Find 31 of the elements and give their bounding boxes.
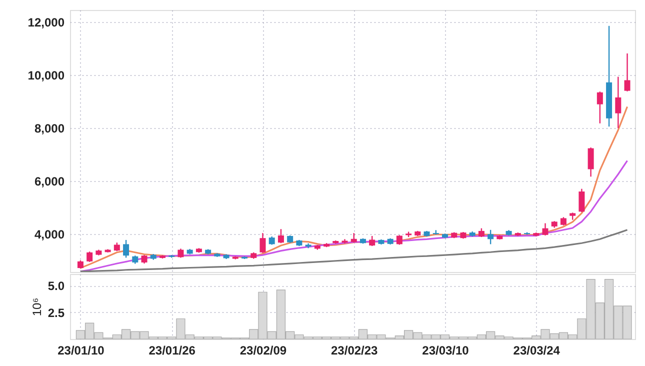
y-axis-title: 10⁶ (30, 298, 44, 316)
y-tick-label: 2.5 (48, 306, 65, 320)
line-series (80, 106, 628, 269)
x-tick-label: 23/03/10 (422, 344, 470, 358)
y-tick-label: 12,000 (28, 15, 65, 30)
candlestick (123, 239, 130, 258)
candlestick (615, 76, 622, 129)
x-tick-label: 23/02/09 (240, 344, 287, 358)
candlestick (488, 229, 494, 245)
candlestick (178, 248, 184, 258)
y-tick-label: 5.0 (48, 279, 65, 294)
x-tick-label: 23/01/10 (58, 344, 105, 358)
candlestick (542, 222, 548, 236)
y-tick-label: 8,000 (34, 121, 65, 136)
candlestick (278, 228, 284, 244)
y-tick-label: 10,000 (28, 68, 65, 82)
candlestick (588, 146, 594, 178)
line-series (80, 229, 628, 272)
x-tick-label: 23/02/23 (331, 344, 378, 358)
y-tick-label: 4,000 (34, 227, 65, 242)
candlestick (260, 232, 266, 254)
candlestick (396, 234, 402, 246)
x-tick-label: 23/01/26 (148, 344, 196, 358)
x-tick-label: 23/03/24 (513, 344, 560, 358)
candlestick (596, 90, 603, 124)
candlestick (578, 188, 585, 213)
candlestick (350, 232, 357, 244)
y-tick-label: 6,000 (34, 174, 65, 188)
candlestick (86, 251, 93, 263)
candlestick (369, 235, 376, 247)
candlestick (624, 52, 630, 92)
